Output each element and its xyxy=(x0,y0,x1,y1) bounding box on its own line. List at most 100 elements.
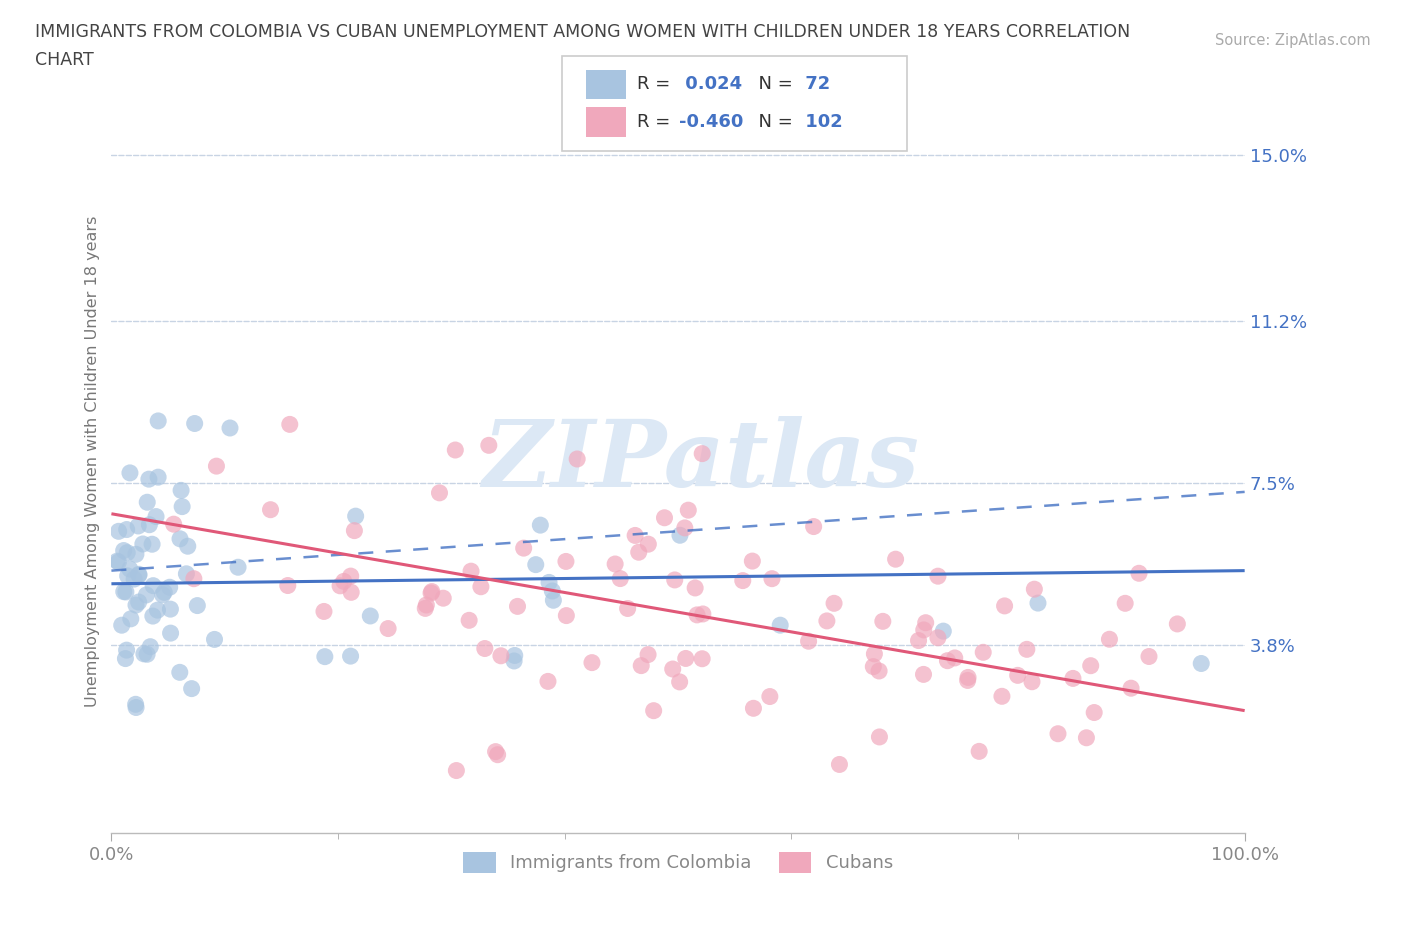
Point xyxy=(741,553,763,568)
Point xyxy=(565,452,588,467)
Point xyxy=(932,624,955,639)
Point xyxy=(537,674,560,689)
Point xyxy=(344,509,367,524)
Point xyxy=(761,571,783,586)
Point xyxy=(555,608,578,623)
Point xyxy=(429,485,451,500)
Point xyxy=(668,674,690,689)
Point xyxy=(138,472,160,486)
Point xyxy=(828,757,851,772)
Point xyxy=(1062,671,1084,685)
Point xyxy=(446,764,468,778)
Point xyxy=(868,663,890,678)
Point xyxy=(1083,705,1105,720)
Point xyxy=(1128,565,1150,580)
Point xyxy=(690,446,713,461)
Point xyxy=(967,744,990,759)
Point xyxy=(1021,674,1043,689)
Point xyxy=(444,443,467,458)
Point xyxy=(868,729,890,744)
Point xyxy=(907,633,929,648)
Point xyxy=(1007,668,1029,683)
Point xyxy=(512,540,534,555)
Point xyxy=(420,584,443,599)
Point xyxy=(1098,631,1121,646)
Point xyxy=(489,648,512,663)
Point xyxy=(343,524,366,538)
Point xyxy=(1137,649,1160,664)
Point xyxy=(136,495,159,510)
Point xyxy=(118,562,141,577)
Point xyxy=(823,596,845,611)
Point xyxy=(115,643,138,658)
Point xyxy=(111,618,134,632)
Legend: Immigrants from Colombia, Cubans: Immigrants from Colombia, Cubans xyxy=(456,844,900,880)
Point xyxy=(661,661,683,676)
Point xyxy=(1166,617,1188,631)
Point xyxy=(136,647,159,662)
Point xyxy=(605,556,627,571)
Point xyxy=(142,578,165,593)
Point xyxy=(183,571,205,586)
Text: CHART: CHART xyxy=(35,51,94,69)
Point xyxy=(145,509,167,524)
Point xyxy=(420,586,443,601)
Point xyxy=(118,465,141,480)
Point xyxy=(169,531,191,546)
Point xyxy=(115,545,138,560)
Point xyxy=(627,545,650,560)
Point xyxy=(138,517,160,532)
Point xyxy=(277,578,299,593)
Point xyxy=(769,618,792,632)
Point xyxy=(146,470,169,485)
Point xyxy=(669,528,692,543)
Point xyxy=(180,681,202,696)
Point xyxy=(114,651,136,666)
Point xyxy=(1076,730,1098,745)
Text: 72: 72 xyxy=(799,75,830,93)
Point xyxy=(1114,596,1136,611)
Point xyxy=(107,524,129,538)
Point xyxy=(312,604,335,618)
Point xyxy=(991,689,1014,704)
Point xyxy=(503,648,526,663)
Point xyxy=(914,616,936,631)
Point xyxy=(107,554,129,569)
Point xyxy=(132,646,155,661)
Point xyxy=(529,518,551,533)
Point xyxy=(1189,656,1212,671)
Point xyxy=(120,611,142,626)
Point xyxy=(183,416,205,431)
Point xyxy=(503,654,526,669)
Point xyxy=(112,584,135,599)
Point xyxy=(862,659,884,674)
Point xyxy=(127,519,149,534)
Point xyxy=(683,580,706,595)
Point xyxy=(112,543,135,558)
Point xyxy=(643,703,665,718)
Point xyxy=(204,632,226,647)
Point xyxy=(125,598,148,613)
Text: R =: R = xyxy=(637,75,676,93)
Point xyxy=(170,483,193,498)
Point xyxy=(377,621,399,636)
Point xyxy=(994,599,1017,614)
Point xyxy=(470,579,492,594)
Point xyxy=(359,608,381,623)
Point xyxy=(1024,582,1046,597)
Point xyxy=(339,568,361,583)
Point xyxy=(142,608,165,623)
Point xyxy=(637,537,659,551)
Point xyxy=(205,458,228,473)
Point xyxy=(675,651,697,666)
Point xyxy=(159,579,181,594)
Point xyxy=(314,649,336,664)
Point xyxy=(146,603,169,618)
Point xyxy=(912,667,935,682)
Text: R =: R = xyxy=(637,113,676,131)
Point xyxy=(339,649,361,664)
Point xyxy=(148,414,170,429)
Point xyxy=(152,588,174,603)
Point xyxy=(139,639,162,654)
Point xyxy=(219,420,242,435)
